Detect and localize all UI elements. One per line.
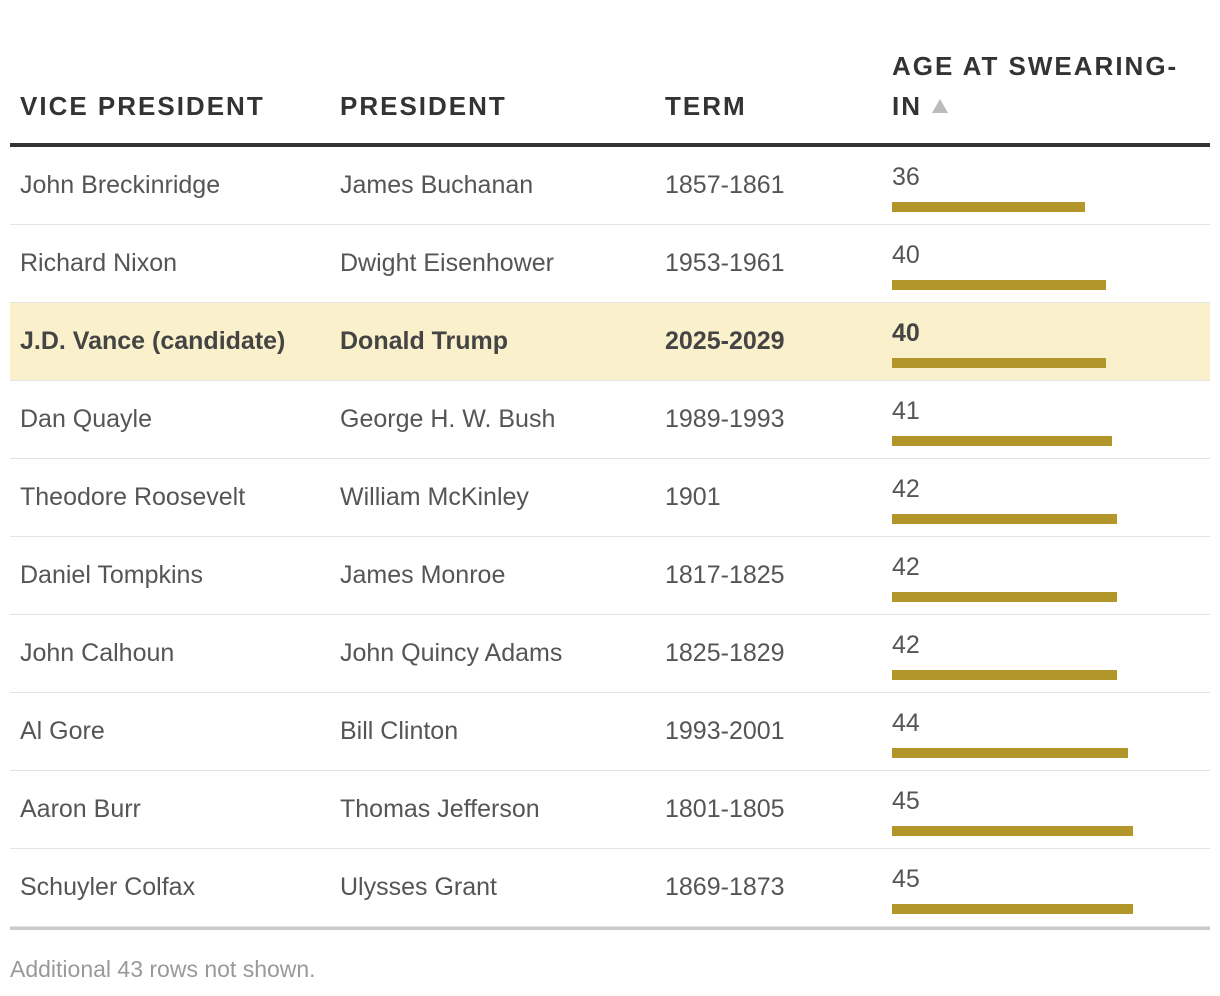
cell-vice-president: Schuyler Colfax bbox=[20, 873, 196, 901]
cell-vice-president: Al Gore bbox=[20, 717, 105, 745]
cell-vice-president: John Breckinridge bbox=[20, 171, 221, 199]
age-bar bbox=[892, 280, 1106, 290]
cell-term: 1901 bbox=[665, 483, 721, 511]
cell-age: 42 bbox=[892, 537, 1192, 614]
cell-president: James Monroe bbox=[340, 561, 506, 589]
header-age-label: AGE AT SWEARING-IN bbox=[892, 51, 1179, 121]
cell-term: 1817-1825 bbox=[665, 561, 785, 589]
cell-age: 41 bbox=[892, 381, 1192, 458]
age-value: 42 bbox=[892, 553, 920, 581]
cell-vice-president: Dan Quayle bbox=[20, 405, 153, 433]
cell-president: James Buchanan bbox=[340, 171, 534, 199]
age-value: 41 bbox=[892, 397, 920, 425]
cell-age: 40 bbox=[892, 303, 1192, 380]
cell-vice-president: Aaron Burr bbox=[20, 795, 141, 823]
table-row: Aaron Burr Thomas Jefferson 1801-1805 45 bbox=[10, 771, 1210, 849]
age-bar bbox=[892, 670, 1117, 680]
cell-term: 1825-1829 bbox=[665, 639, 785, 667]
age-bar bbox=[892, 358, 1106, 368]
cell-president: John Quincy Adams bbox=[340, 639, 563, 667]
cell-age: 45 bbox=[892, 849, 1192, 926]
sort-ascending-icon[interactable] bbox=[932, 99, 948, 113]
age-bar bbox=[892, 748, 1128, 758]
age-bar bbox=[892, 202, 1085, 212]
header-president[interactable]: PRESIDENT bbox=[340, 91, 507, 121]
table-bottom-rule bbox=[10, 927, 1210, 930]
cell-term: 1953-1961 bbox=[665, 249, 785, 277]
age-value: 42 bbox=[892, 631, 920, 659]
table-header: VICE PRESIDENT PRESIDENT TERM AGE AT SWE… bbox=[10, 0, 1210, 147]
table-row: Al Gore Bill Clinton 1993-2001 44 bbox=[10, 693, 1210, 771]
cell-president: Thomas Jefferson bbox=[340, 795, 540, 823]
rows-not-shown-note: Additional 43 rows not shown. bbox=[10, 956, 316, 982]
header-vice-president[interactable]: VICE PRESIDENT bbox=[20, 91, 265, 121]
age-value: 45 bbox=[892, 787, 920, 815]
cell-age: 44 bbox=[892, 693, 1192, 770]
age-bar bbox=[892, 904, 1133, 914]
header-term[interactable]: TERM bbox=[665, 91, 747, 121]
cell-term: 1993-2001 bbox=[665, 717, 785, 745]
cell-age: 42 bbox=[892, 459, 1192, 536]
age-value: 36 bbox=[892, 163, 920, 191]
cell-president: George H. W. Bush bbox=[340, 405, 556, 433]
cell-vice-president: Theodore Roosevelt bbox=[20, 483, 246, 511]
age-value: 42 bbox=[892, 475, 920, 503]
table-body: John Breckinridge James Buchanan 1857-1861… bbox=[10, 147, 1210, 927]
cell-vice-president: Richard Nixon bbox=[20, 249, 178, 277]
age-bar bbox=[892, 592, 1117, 602]
table-row: John Breckinridge James Buchanan 1857-1861… bbox=[10, 147, 1210, 225]
cell-term: 1801-1805 bbox=[665, 795, 785, 823]
age-value: 44 bbox=[892, 709, 920, 737]
cell-term: 2025-2029 bbox=[665, 327, 785, 355]
table-row: Theodore Roosevelt William McKinley 1901 42 bbox=[10, 459, 1210, 537]
age-bar bbox=[892, 826, 1133, 836]
table-row-highlighted: J.D. Vance (candidate) Donald Trump 2025-2… bbox=[10, 303, 1210, 381]
cell-term: 1857-1861 bbox=[665, 171, 785, 199]
header-age-at-swearing-in[interactable]: AGE AT SWEARING-IN bbox=[892, 46, 1192, 126]
age-value: 40 bbox=[892, 241, 920, 269]
table-row: Schuyler Colfax Ulysses Grant 1869-1873 45 bbox=[10, 849, 1210, 927]
cell-president: Bill Clinton bbox=[340, 717, 459, 745]
table-row: Dan Quayle George H. W. Bush 1989-1993 41 bbox=[10, 381, 1210, 459]
cell-age: 36 bbox=[892, 147, 1192, 224]
table-row: John Calhoun John Quincy Adams 1825-1829 42 bbox=[10, 615, 1210, 693]
cell-president: William McKinley bbox=[340, 483, 529, 511]
age-bar bbox=[892, 436, 1112, 446]
age-bar bbox=[892, 514, 1117, 524]
table-row: Richard Nixon Dwight Eisenhower 1953-1961 4… bbox=[10, 225, 1210, 303]
cell-president: Dwight Eisenhower bbox=[340, 249, 554, 277]
vp-age-table: VICE PRESIDENT PRESIDENT TERM AGE AT SWE… bbox=[10, 0, 1210, 930]
age-value: 45 bbox=[892, 865, 920, 893]
cell-president: Donald Trump bbox=[340, 327, 509, 355]
cell-age: 40 bbox=[892, 225, 1192, 302]
cell-term: 1989-1993 bbox=[665, 405, 785, 433]
cell-age: 42 bbox=[892, 615, 1192, 692]
table-row: Daniel Tompkins James Monroe 1817-1825 42 bbox=[10, 537, 1210, 615]
age-value: 40 bbox=[892, 319, 920, 347]
cell-vice-president: John Calhoun bbox=[20, 639, 175, 667]
cell-president: Ulysses Grant bbox=[340, 873, 497, 901]
cell-vice-president: Daniel Tompkins bbox=[20, 561, 203, 589]
cell-term: 1869-1873 bbox=[665, 873, 785, 901]
cell-vice-president: J.D. Vance (candidate) bbox=[20, 327, 286, 355]
cell-age: 45 bbox=[892, 771, 1192, 848]
